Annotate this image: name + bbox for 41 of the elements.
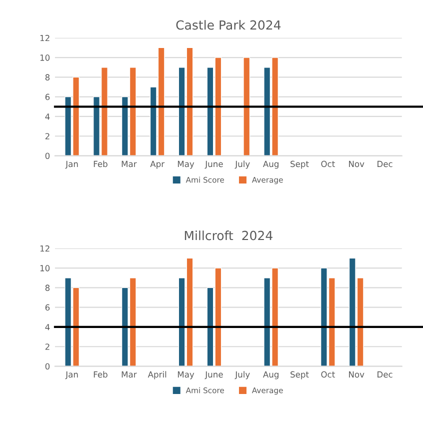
x-tick-label: Dec [378, 371, 392, 378]
x-tick-label: Dec [378, 160, 392, 168]
x-tick-label: Jan [65, 160, 78, 169]
x-tick-label: April [148, 371, 166, 380]
x-tick-label: Feb [94, 160, 108, 168]
y-tick-label: 4 [45, 114, 50, 120]
chart-title: Millcroft 2024 [184, 230, 272, 240]
x-tick-label: Jan [65, 371, 78, 380]
x-tick-label: Aug [262, 371, 278, 380]
y-tick-label: 6 [45, 94, 50, 100]
x-tick-label: Apr [150, 160, 165, 169]
y-tick-label: 12 [40, 245, 50, 252]
bar [243, 57, 250, 156]
y-tick-label: 10 [40, 54, 50, 61]
y-tick-label: 12 [40, 34, 50, 42]
y-tick-label: 2 [45, 133, 50, 140]
x-tick-label: June [204, 160, 223, 169]
y-tick-label: 0 [45, 363, 50, 370]
x-tick-label: Nov [349, 160, 364, 168]
x-tick-label: Nov [349, 371, 364, 378]
chart-title: Castle Park 2024 [176, 20, 281, 30]
y-tick-label: 0 [45, 152, 50, 160]
x-tick-label: Mar [122, 371, 137, 378]
x-tick-label: Feb [94, 371, 108, 378]
y-tick-label: 8 [45, 74, 50, 80]
x-tick-label: July [234, 160, 250, 169]
y-tick-label: 4 [45, 324, 50, 330]
x-tick-label: Mar [122, 160, 137, 168]
x-tick-label: Oct [321, 160, 335, 168]
x-tick-label: May [178, 371, 194, 380]
x-tick-label: June [204, 371, 223, 380]
y-tick-label: 2 [45, 344, 50, 350]
x-tick-label: July [234, 371, 250, 380]
x-tick-label: Sept [290, 160, 309, 169]
y-tick-label: 6 [45, 304, 50, 311]
x-tick-label: Sept [290, 371, 309, 380]
x-tick-label: Oct [321, 371, 335, 378]
y-tick-label: 8 [45, 284, 50, 291]
x-tick-label: Aug [262, 160, 278, 169]
y-tick-label: 10 [40, 265, 50, 272]
x-tick-label: May [178, 160, 194, 169]
